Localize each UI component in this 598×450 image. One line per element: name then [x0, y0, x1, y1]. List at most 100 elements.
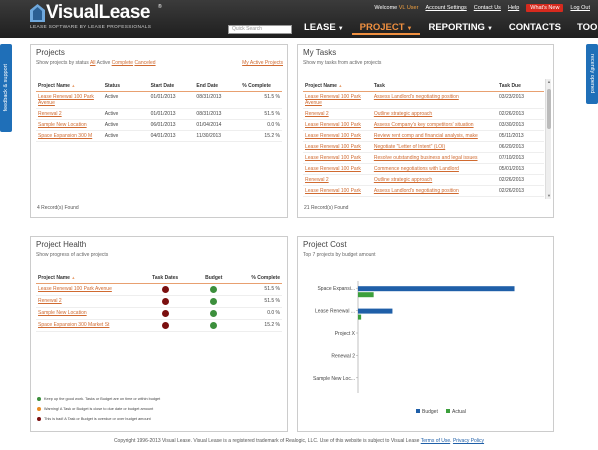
scroll-down-icon[interactable]: ▼ — [547, 193, 551, 198]
col-project-name[interactable]: Project Name ▲ — [36, 81, 103, 92]
scroll-up-icon[interactable]: ▲ — [547, 79, 551, 84]
my-tasks-panel: My Tasks Show my tasks from active proje… — [297, 44, 554, 218]
table-row: Renewal 2 Active 01/01/2013 08/31/2013 5… — [36, 108, 282, 120]
project-link[interactable]: Lease Renewal 100 Park Avenue — [36, 283, 140, 296]
task-link[interactable]: Negotiate "Letter of Intent" (LOI) — [371, 141, 498, 153]
col-end-date[interactable]: End Date — [194, 81, 241, 92]
pct-cell: 0.0 % — [236, 307, 282, 320]
task-link[interactable]: Outline strategic approach — [371, 174, 498, 186]
sort-asc-icon: ▲ — [71, 275, 76, 280]
panel-title: My Tasks — [303, 48, 337, 57]
project-link[interactable]: Lease Renewal 100 Park — [303, 119, 372, 131]
task-link[interactable]: Assess Company's key competitors' situat… — [371, 119, 498, 131]
project-link[interactable]: Lease Renewal 100 Park — [303, 130, 372, 142]
scroll-thumb[interactable] — [547, 89, 551, 129]
end-date-cell: 08/31/2013 — [194, 91, 241, 109]
sort-asc-icon: ▲ — [338, 83, 343, 88]
table-row: Lease Renewal 100 Park Review rent comp … — [303, 130, 544, 142]
status-dot-icon — [210, 286, 218, 293]
task-link[interactable]: Assess Landlord's negotiating position — [371, 91, 498, 109]
project-link[interactable]: Sample New Location — [36, 119, 103, 131]
privacy-policy-link[interactable]: Privacy Policy — [452, 438, 485, 444]
table-row: Renewal 2 Outline strategic approach 02/… — [303, 174, 544, 186]
task-link[interactable]: Commence negotiations with Landlord — [371, 163, 498, 175]
records-found: 21 Record(s) Found — [304, 205, 349, 211]
filter-complete[interactable]: Complete — [111, 60, 134, 66]
nav-tools[interactable]: TOOLS▼ — [576, 22, 598, 33]
table-row: Lease Renewal 100 Park Avenue Active 01/… — [36, 91, 282, 109]
tasks-scroll-area[interactable]: Project Name ▲ Task Task Due Lease Renew… — [303, 81, 544, 199]
legend-label: Budget — [422, 409, 438, 415]
bar-actual[interactable] — [358, 314, 362, 320]
project-link[interactable]: Lease Renewal 100 Park Avenue — [36, 91, 103, 109]
task-link[interactable]: Review rent comp and financial analysis,… — [371, 130, 498, 142]
col-task[interactable]: Task — [371, 81, 498, 92]
project-link[interactable]: Lease Renewal 100 Park — [303, 185, 372, 197]
terms-of-use-link[interactable]: Terms of Use — [420, 438, 451, 444]
end-date-cell: 08/31/2013 — [194, 108, 241, 120]
logout-link[interactable]: Log Out — [570, 5, 590, 11]
project-link[interactable]: Lease Renewal 100 Park — [303, 152, 372, 164]
col-start-date[interactable]: Start Date — [148, 81, 195, 92]
project-link[interactable]: Renewal 2 — [36, 295, 140, 308]
panel-title: Project Health — [36, 240, 87, 249]
filter-canceled[interactable]: Canceled — [134, 60, 156, 66]
chevron-down-icon: ▼ — [337, 26, 344, 32]
feedback-support-tab[interactable]: feedback & support — [0, 44, 12, 132]
status-dot-icon — [161, 286, 169, 293]
whats-new-button[interactable]: What's New — [526, 4, 564, 12]
red-dot-icon — [37, 417, 41, 421]
table-row: Sample New Location 0.0 % — [36, 307, 282, 320]
project-link[interactable]: Space Expansion 300 M — [36, 130, 103, 142]
records-found: 4 Record(s) Found — [37, 205, 79, 211]
due-cell: 05/01/2013 — [497, 163, 544, 175]
project-link[interactable]: Renewal 2 — [303, 174, 372, 186]
help-link[interactable]: Help — [507, 5, 520, 11]
table-row: Space Expansion 300 M Active 04/01/2013 … — [36, 130, 282, 142]
project-link[interactable]: Lease Renewal 100 Park — [303, 163, 372, 175]
task-link[interactable]: Resolve outstanding business and legal i… — [371, 152, 498, 164]
nav-lease[interactable]: LEASE ▼ — [304, 22, 344, 33]
nav-contacts[interactable]: CONTACTS — [508, 22, 561, 33]
project-link[interactable]: Lease Renewal 100 Park — [303, 141, 372, 153]
col-pct-complete[interactable]: % Complete — [240, 81, 282, 92]
nav-reporting[interactable]: REPORTING ▼ — [428, 22, 493, 33]
start-date-cell: 04/01/2013 — [148, 130, 195, 142]
tasks-scrollbar[interactable]: ▲ ▼ — [545, 79, 551, 199]
my-active-projects-link[interactable]: My Active Projects — [242, 60, 283, 66]
col-status[interactable]: Status — [102, 81, 149, 92]
table-row: Lease Renewal 100 Park Assess Company's … — [303, 119, 544, 131]
due-cell: 06/20/2013 — [497, 141, 544, 153]
due-cell: 03/23/2013 — [497, 91, 544, 109]
recently-opened-tab[interactable]: recently opened — [586, 44, 598, 104]
account-settings-link[interactable]: Account Settings — [425, 5, 467, 11]
project-link[interactable]: Renewal 2 — [303, 108, 372, 120]
col-budget[interactable]: Budget — [191, 273, 237, 284]
bar-budget[interactable] — [358, 308, 393, 314]
bar-budget[interactable] — [358, 286, 515, 292]
project-link[interactable]: Renewal 2 — [36, 108, 103, 120]
project-link[interactable]: Sample New Location — [36, 307, 140, 320]
legend-red: This is bad! A Task or Budget is overdue… — [37, 417, 151, 421]
project-cost-panel: Project Cost Top 7 projects by budget am… — [297, 236, 554, 432]
col-project-name[interactable]: Project Name ▲ — [36, 273, 140, 284]
health-table: Project Name ▲ Task Dates Budget % Compl… — [36, 273, 282, 332]
nav-project[interactable]: PROJECT ▼ — [351, 21, 421, 35]
table-row: Lease Renewal 100 Park Avenue 51.5 % — [36, 283, 282, 296]
filter-all[interactable]: All — [89, 60, 96, 66]
col-pct-complete[interactable]: % Complete — [236, 273, 282, 284]
contact-us-link[interactable]: Contact Us — [473, 5, 501, 11]
task-link[interactable]: Outline strategic approach — [371, 108, 498, 120]
col-project-name[interactable]: Project Name ▲ — [303, 81, 372, 92]
pct-cell: 51.5 % — [240, 91, 282, 109]
col-task-dates[interactable]: Task Dates — [139, 273, 192, 284]
project-link[interactable]: Lease Renewal 100 Park Avenue — [303, 91, 372, 109]
bar-actual[interactable] — [358, 292, 374, 298]
start-date-cell: 06/01/2013 — [148, 119, 195, 131]
filter-active[interactable]: Active — [96, 60, 111, 66]
task-link[interactable]: Assess Landlord's negotiating position — [371, 185, 498, 197]
legend-swatch — [416, 409, 420, 413]
col-task-due[interactable]: Task Due — [497, 81, 544, 92]
quick-search-input[interactable]: Quick Search — [228, 25, 292, 34]
project-link[interactable]: Space Expansion 300 Market St — [36, 319, 140, 332]
